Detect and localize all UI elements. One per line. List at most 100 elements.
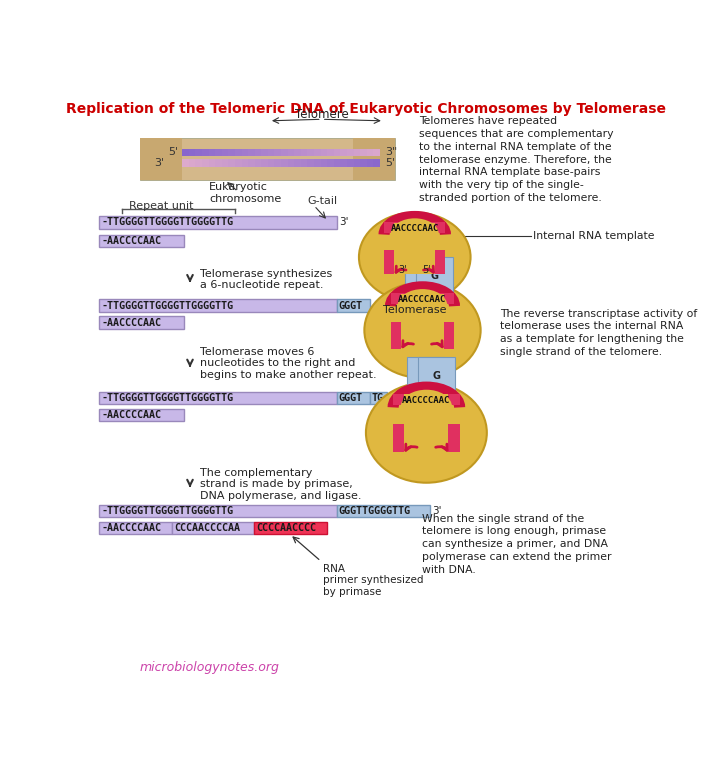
FancyBboxPatch shape xyxy=(268,149,275,156)
Text: -AACCCCAAC: -AACCCCAAC xyxy=(101,317,161,327)
Text: When the single strand of the
telomere is long enough, primase
can synthesize a : When the single strand of the telomere i… xyxy=(423,513,612,575)
Text: -AACCCCAAC: -AACCCCAAC xyxy=(101,410,161,420)
FancyBboxPatch shape xyxy=(235,159,242,167)
FancyBboxPatch shape xyxy=(235,149,242,156)
FancyBboxPatch shape xyxy=(288,159,295,167)
Text: 5': 5' xyxy=(423,265,431,275)
FancyBboxPatch shape xyxy=(448,424,460,452)
FancyBboxPatch shape xyxy=(367,159,373,167)
Text: Telomeres have repeated
sequences that are complementary
to the internal RNA tem: Telomeres have repeated sequences that a… xyxy=(418,116,613,203)
FancyBboxPatch shape xyxy=(202,149,209,156)
FancyBboxPatch shape xyxy=(314,149,321,156)
Text: 5': 5' xyxy=(386,158,396,168)
FancyBboxPatch shape xyxy=(294,149,301,156)
FancyBboxPatch shape xyxy=(196,159,202,167)
FancyBboxPatch shape xyxy=(360,149,367,156)
FancyBboxPatch shape xyxy=(337,505,431,517)
FancyBboxPatch shape xyxy=(401,323,443,349)
FancyBboxPatch shape xyxy=(404,424,448,452)
FancyBboxPatch shape xyxy=(253,522,327,534)
FancyBboxPatch shape xyxy=(373,159,381,167)
FancyBboxPatch shape xyxy=(99,299,337,312)
Text: AACCCCAAC: AACCCCAAC xyxy=(402,396,451,404)
FancyBboxPatch shape xyxy=(301,149,308,156)
Text: -TTGGGGTTGGGGTTGGGGTTG: -TTGGGGTTGGGGTTGGGGTTG xyxy=(101,506,233,517)
FancyBboxPatch shape xyxy=(172,522,253,534)
Text: microbiologynotes.org: microbiologynotes.org xyxy=(140,661,279,674)
FancyBboxPatch shape xyxy=(337,299,370,312)
FancyBboxPatch shape xyxy=(182,159,189,167)
FancyBboxPatch shape xyxy=(395,250,435,275)
FancyBboxPatch shape xyxy=(384,250,395,275)
Text: AACCCCAAC: AACCCCAAC xyxy=(398,295,447,304)
FancyBboxPatch shape xyxy=(370,392,387,404)
Text: Repeat unit: Repeat unit xyxy=(129,201,193,211)
Text: CCCAACCCCAA: CCCAACCCCAA xyxy=(174,523,241,533)
FancyBboxPatch shape xyxy=(222,149,228,156)
FancyBboxPatch shape xyxy=(215,159,222,167)
FancyBboxPatch shape xyxy=(261,159,268,167)
FancyBboxPatch shape xyxy=(404,394,448,406)
FancyBboxPatch shape xyxy=(188,159,196,167)
FancyBboxPatch shape xyxy=(208,159,216,167)
Text: G: G xyxy=(433,372,441,382)
Text: 3': 3' xyxy=(398,265,407,275)
Text: CCCCAACCCC: CCCCAACCCC xyxy=(256,523,316,533)
FancyBboxPatch shape xyxy=(248,159,255,167)
Text: Telomerase synthesizes
a 6-nucleotide repeat.: Telomerase synthesizes a 6-nucleotide re… xyxy=(200,269,332,290)
FancyBboxPatch shape xyxy=(99,392,337,404)
FancyBboxPatch shape xyxy=(384,223,446,233)
FancyBboxPatch shape xyxy=(274,149,281,156)
FancyBboxPatch shape xyxy=(443,323,455,349)
FancyBboxPatch shape xyxy=(327,159,334,167)
FancyBboxPatch shape xyxy=(268,159,275,167)
Text: Telomerase moves 6
nucleotides to the right and
begins to make another repeat.: Telomerase moves 6 nucleotides to the ri… xyxy=(200,346,377,380)
FancyBboxPatch shape xyxy=(99,522,172,534)
FancyBboxPatch shape xyxy=(215,149,222,156)
FancyBboxPatch shape xyxy=(333,159,341,167)
FancyBboxPatch shape xyxy=(367,149,373,156)
Text: -AACCCCAAC: -AACCCCAAC xyxy=(101,523,161,533)
FancyBboxPatch shape xyxy=(327,149,334,156)
FancyBboxPatch shape xyxy=(255,149,262,156)
FancyBboxPatch shape xyxy=(255,159,262,167)
Text: GGGTTGGGGTTG: GGGTTGGGGTTG xyxy=(339,506,411,517)
FancyBboxPatch shape xyxy=(314,159,321,167)
FancyBboxPatch shape xyxy=(241,149,248,156)
Text: Telomerase: Telomerase xyxy=(383,305,446,315)
FancyBboxPatch shape xyxy=(373,149,381,156)
FancyBboxPatch shape xyxy=(274,159,281,167)
FancyBboxPatch shape xyxy=(241,159,248,167)
FancyBboxPatch shape xyxy=(188,149,196,156)
Text: Eukaryotic
chromosome: Eukaryotic chromosome xyxy=(209,182,281,204)
FancyBboxPatch shape xyxy=(196,149,202,156)
Text: GGGT: GGGT xyxy=(339,301,363,311)
Ellipse shape xyxy=(359,212,471,302)
Text: 5': 5' xyxy=(169,147,178,157)
FancyBboxPatch shape xyxy=(393,394,460,405)
Text: T: T xyxy=(420,272,427,282)
FancyBboxPatch shape xyxy=(248,149,255,156)
FancyBboxPatch shape xyxy=(182,149,189,156)
FancyBboxPatch shape xyxy=(401,294,443,304)
FancyBboxPatch shape xyxy=(321,159,328,167)
FancyBboxPatch shape xyxy=(222,159,228,167)
FancyBboxPatch shape xyxy=(393,424,404,452)
FancyBboxPatch shape xyxy=(347,159,354,167)
FancyBboxPatch shape xyxy=(228,159,236,167)
Text: TG: TG xyxy=(371,393,383,403)
Text: 3": 3" xyxy=(386,147,398,157)
Text: Replication of the Telomeric DNA of Eukaryotic Chromosomes by Telomerase: Replication of the Telomeric DNA of Euka… xyxy=(66,102,666,116)
FancyBboxPatch shape xyxy=(140,138,182,180)
FancyBboxPatch shape xyxy=(308,149,314,156)
FancyBboxPatch shape xyxy=(395,223,435,233)
Text: -TTGGGGTTGGGGTTGGGGTTG: -TTGGGGTTGGGGTTGGGGTTG xyxy=(101,217,233,227)
FancyBboxPatch shape xyxy=(308,159,314,167)
Text: The reverse transcriptase activity of
telomerase uses the internal RNA
as a temp: The reverse transcriptase activity of te… xyxy=(500,309,698,357)
FancyBboxPatch shape xyxy=(228,149,236,156)
Text: RNA
primer synthesized
by primase: RNA primer synthesized by primase xyxy=(323,564,423,597)
FancyBboxPatch shape xyxy=(261,149,268,156)
Text: AACCCCAAC: AACCCCAAC xyxy=(391,224,439,233)
Text: The complementary
strand is made by primase,
DNA polymerase, and ligase.: The complementary strand is made by prim… xyxy=(200,468,361,501)
FancyBboxPatch shape xyxy=(333,149,341,156)
